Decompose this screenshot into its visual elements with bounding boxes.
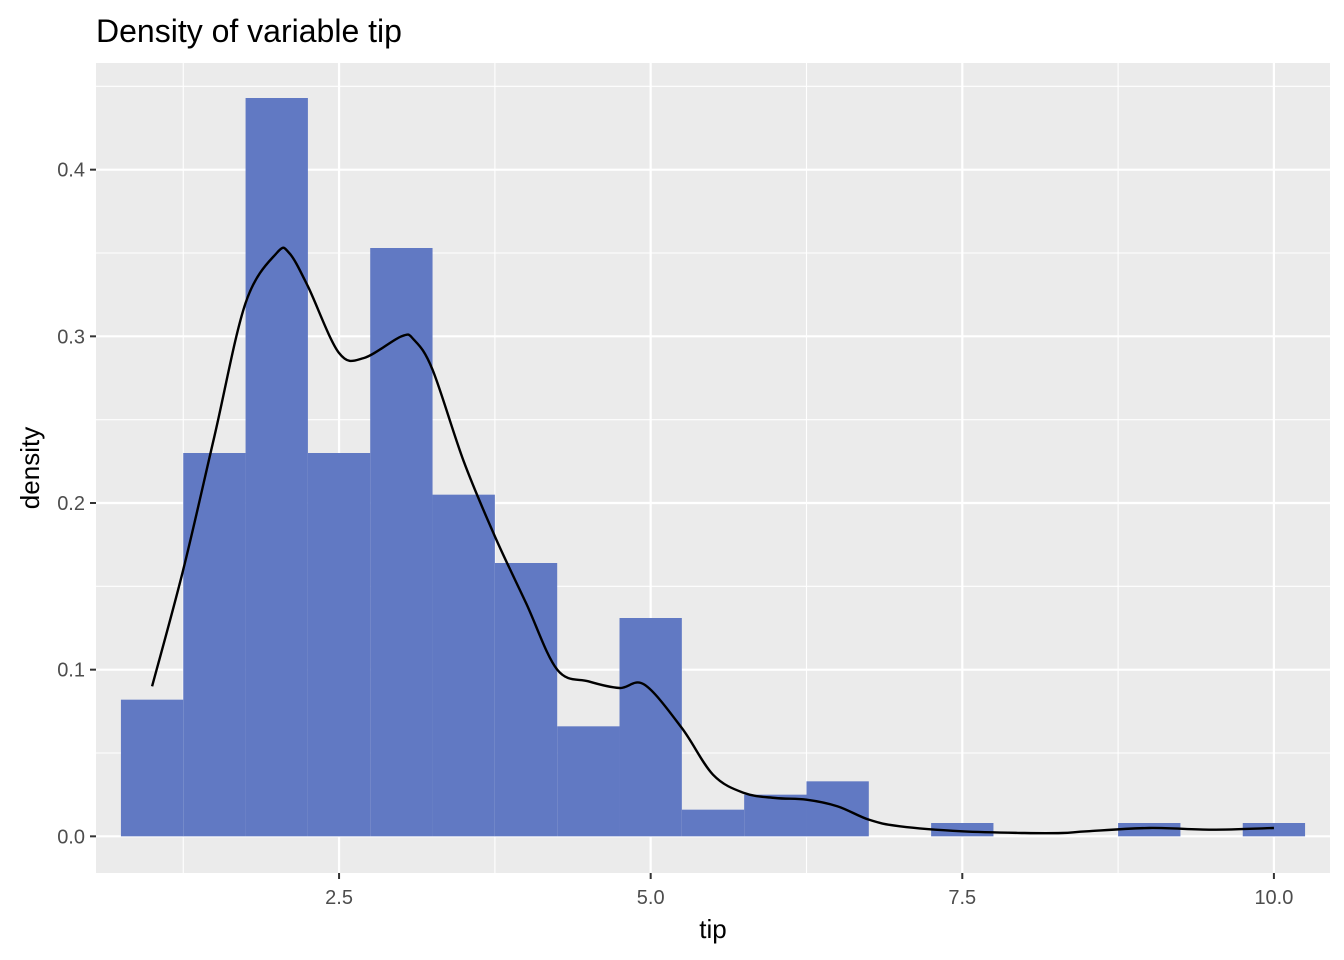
histogram-bar bbox=[245, 98, 308, 837]
histogram-bar bbox=[744, 794, 807, 837]
chart-title: Density of variable tip bbox=[96, 13, 402, 49]
histogram-bar bbox=[806, 781, 869, 837]
histogram-bar bbox=[183, 453, 246, 837]
x-tick-label: 5.0 bbox=[637, 887, 665, 909]
histogram-bar bbox=[494, 563, 558, 837]
histogram-bars bbox=[120, 98, 1306, 837]
x-tick-label: 2.5 bbox=[325, 887, 353, 909]
y-axis-ticks: 0.0 0.1 0.2 0.3 0.4 bbox=[57, 160, 96, 848]
x-axis-title: tip bbox=[699, 914, 726, 944]
histogram-bar bbox=[557, 726, 620, 837]
x-tick-label: 10.0 bbox=[1254, 887, 1293, 909]
y-tick-label: 0.0 bbox=[57, 826, 85, 848]
histogram-bar bbox=[681, 809, 745, 837]
histogram-bar bbox=[307, 453, 371, 837]
histogram-bar bbox=[619, 618, 682, 837]
histogram-bar bbox=[1118, 823, 1181, 837]
y-tick-label: 0.2 bbox=[57, 493, 85, 515]
x-axis-ticks: 2.5 5.0 7.5 10.0 bbox=[325, 873, 1293, 909]
histogram-bar bbox=[370, 248, 433, 837]
y-tick-label: 0.1 bbox=[57, 660, 85, 682]
histogram-bar bbox=[432, 494, 495, 837]
y-axis-title: density bbox=[15, 427, 45, 509]
histogram-bar bbox=[1242, 823, 1306, 837]
y-tick-label: 0.3 bbox=[57, 326, 85, 348]
x-tick-label: 7.5 bbox=[948, 887, 976, 909]
density-curve bbox=[150, 246, 1274, 835]
histogram-bar bbox=[120, 699, 184, 837]
y-tick-label: 0.4 bbox=[57, 160, 85, 182]
